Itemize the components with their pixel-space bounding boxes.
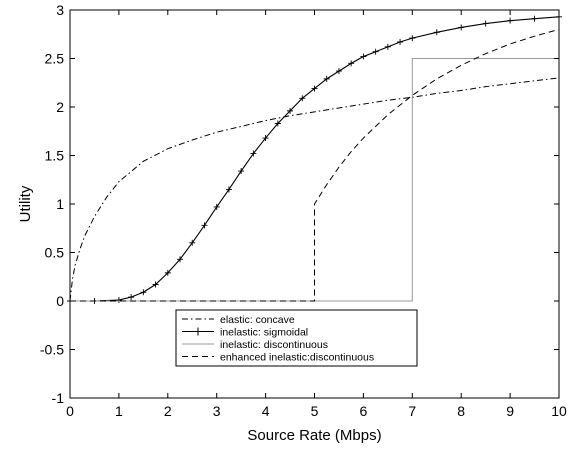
y-tick-label: 0 <box>56 293 64 309</box>
y-tick-label: 2 <box>56 99 64 115</box>
legend-label: enhanced inelastic:discontinuous <box>220 352 374 364</box>
x-tick-label: 0 <box>66 403 74 419</box>
series-point-marker <box>164 269 171 276</box>
ticks-layer: 0 1 2 3 4 5 6 7 8 9 10 -1 -0.5 0 0.5 1 1.5 2 2.5 3 <box>40 2 567 419</box>
series-point-marker <box>458 24 465 31</box>
series-point-marker <box>482 20 489 27</box>
x-tick-label: 5 <box>311 403 319 419</box>
series-point-marker <box>128 294 135 301</box>
y-tick-label: 0.5 <box>45 245 65 261</box>
legend-label: inelastic: discontinuous <box>220 339 328 351</box>
series-point-marker <box>311 85 318 92</box>
y-tick-label: -0.5 <box>40 342 64 358</box>
series-point-marker <box>433 29 440 36</box>
series-point-marker <box>262 135 269 142</box>
y-tick-label: 1.5 <box>45 148 65 164</box>
series-point-marker <box>140 289 147 296</box>
legend-box <box>175 309 418 367</box>
series-point-marker <box>213 203 220 210</box>
x-tick-label: 1 <box>115 403 123 419</box>
x-tick-label: 4 <box>262 403 270 419</box>
x-tick-label: 10 <box>551 403 567 419</box>
y-axis-label: Utility <box>17 185 34 222</box>
y-tick-label: -1 <box>52 390 65 406</box>
legend-label: inelastic: sigmoidal <box>220 327 308 339</box>
y-tick-label: 3 <box>56 2 64 18</box>
series-point-marker <box>225 186 232 193</box>
series-point-marker <box>409 35 416 42</box>
series-line-0 <box>69 77 560 302</box>
series-layer <box>67 13 562 304</box>
series-point-marker <box>323 75 330 82</box>
y-tick-label: 2.5 <box>45 51 65 67</box>
series-point-marker <box>274 120 281 127</box>
series-point-marker <box>152 281 159 288</box>
series-point-marker <box>335 68 342 75</box>
y-tick-label: 1 <box>56 196 64 212</box>
series-point-marker <box>372 48 379 55</box>
x-tick-label: 9 <box>506 403 514 419</box>
series-point-marker <box>360 53 367 60</box>
series-point-marker <box>177 256 184 263</box>
series-point-marker <box>397 39 404 46</box>
series-point-marker <box>299 95 306 102</box>
series-point-marker <box>287 107 294 114</box>
legend-label: elastic: concave <box>220 314 295 326</box>
x-axis-label: Source Rate (Mbps) <box>247 427 381 444</box>
series-point-marker <box>531 15 538 22</box>
series-point-marker <box>201 222 208 229</box>
x-tick-label: 8 <box>457 403 465 419</box>
x-tick-label: 2 <box>164 403 172 419</box>
x-tick-label: 3 <box>213 403 221 419</box>
legend-marker <box>194 327 202 336</box>
x-tick-label: 7 <box>408 403 416 419</box>
x-tick-label: 6 <box>360 403 368 419</box>
series-point-marker <box>384 43 391 50</box>
series-point-marker <box>507 17 514 24</box>
series-point-marker <box>238 168 245 175</box>
series-line-3 <box>70 28 560 302</box>
series-point-marker <box>115 297 122 304</box>
series-point-marker <box>189 239 196 246</box>
series-point-marker <box>348 60 355 67</box>
series-point-marker <box>250 150 257 157</box>
